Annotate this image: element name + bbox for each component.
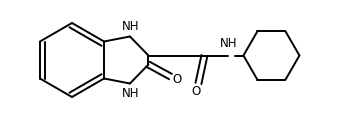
Text: O: O — [173, 73, 182, 86]
Text: O: O — [192, 85, 201, 98]
Text: NH: NH — [122, 87, 140, 100]
Text: NH: NH — [122, 20, 140, 33]
Text: NH: NH — [220, 37, 237, 50]
